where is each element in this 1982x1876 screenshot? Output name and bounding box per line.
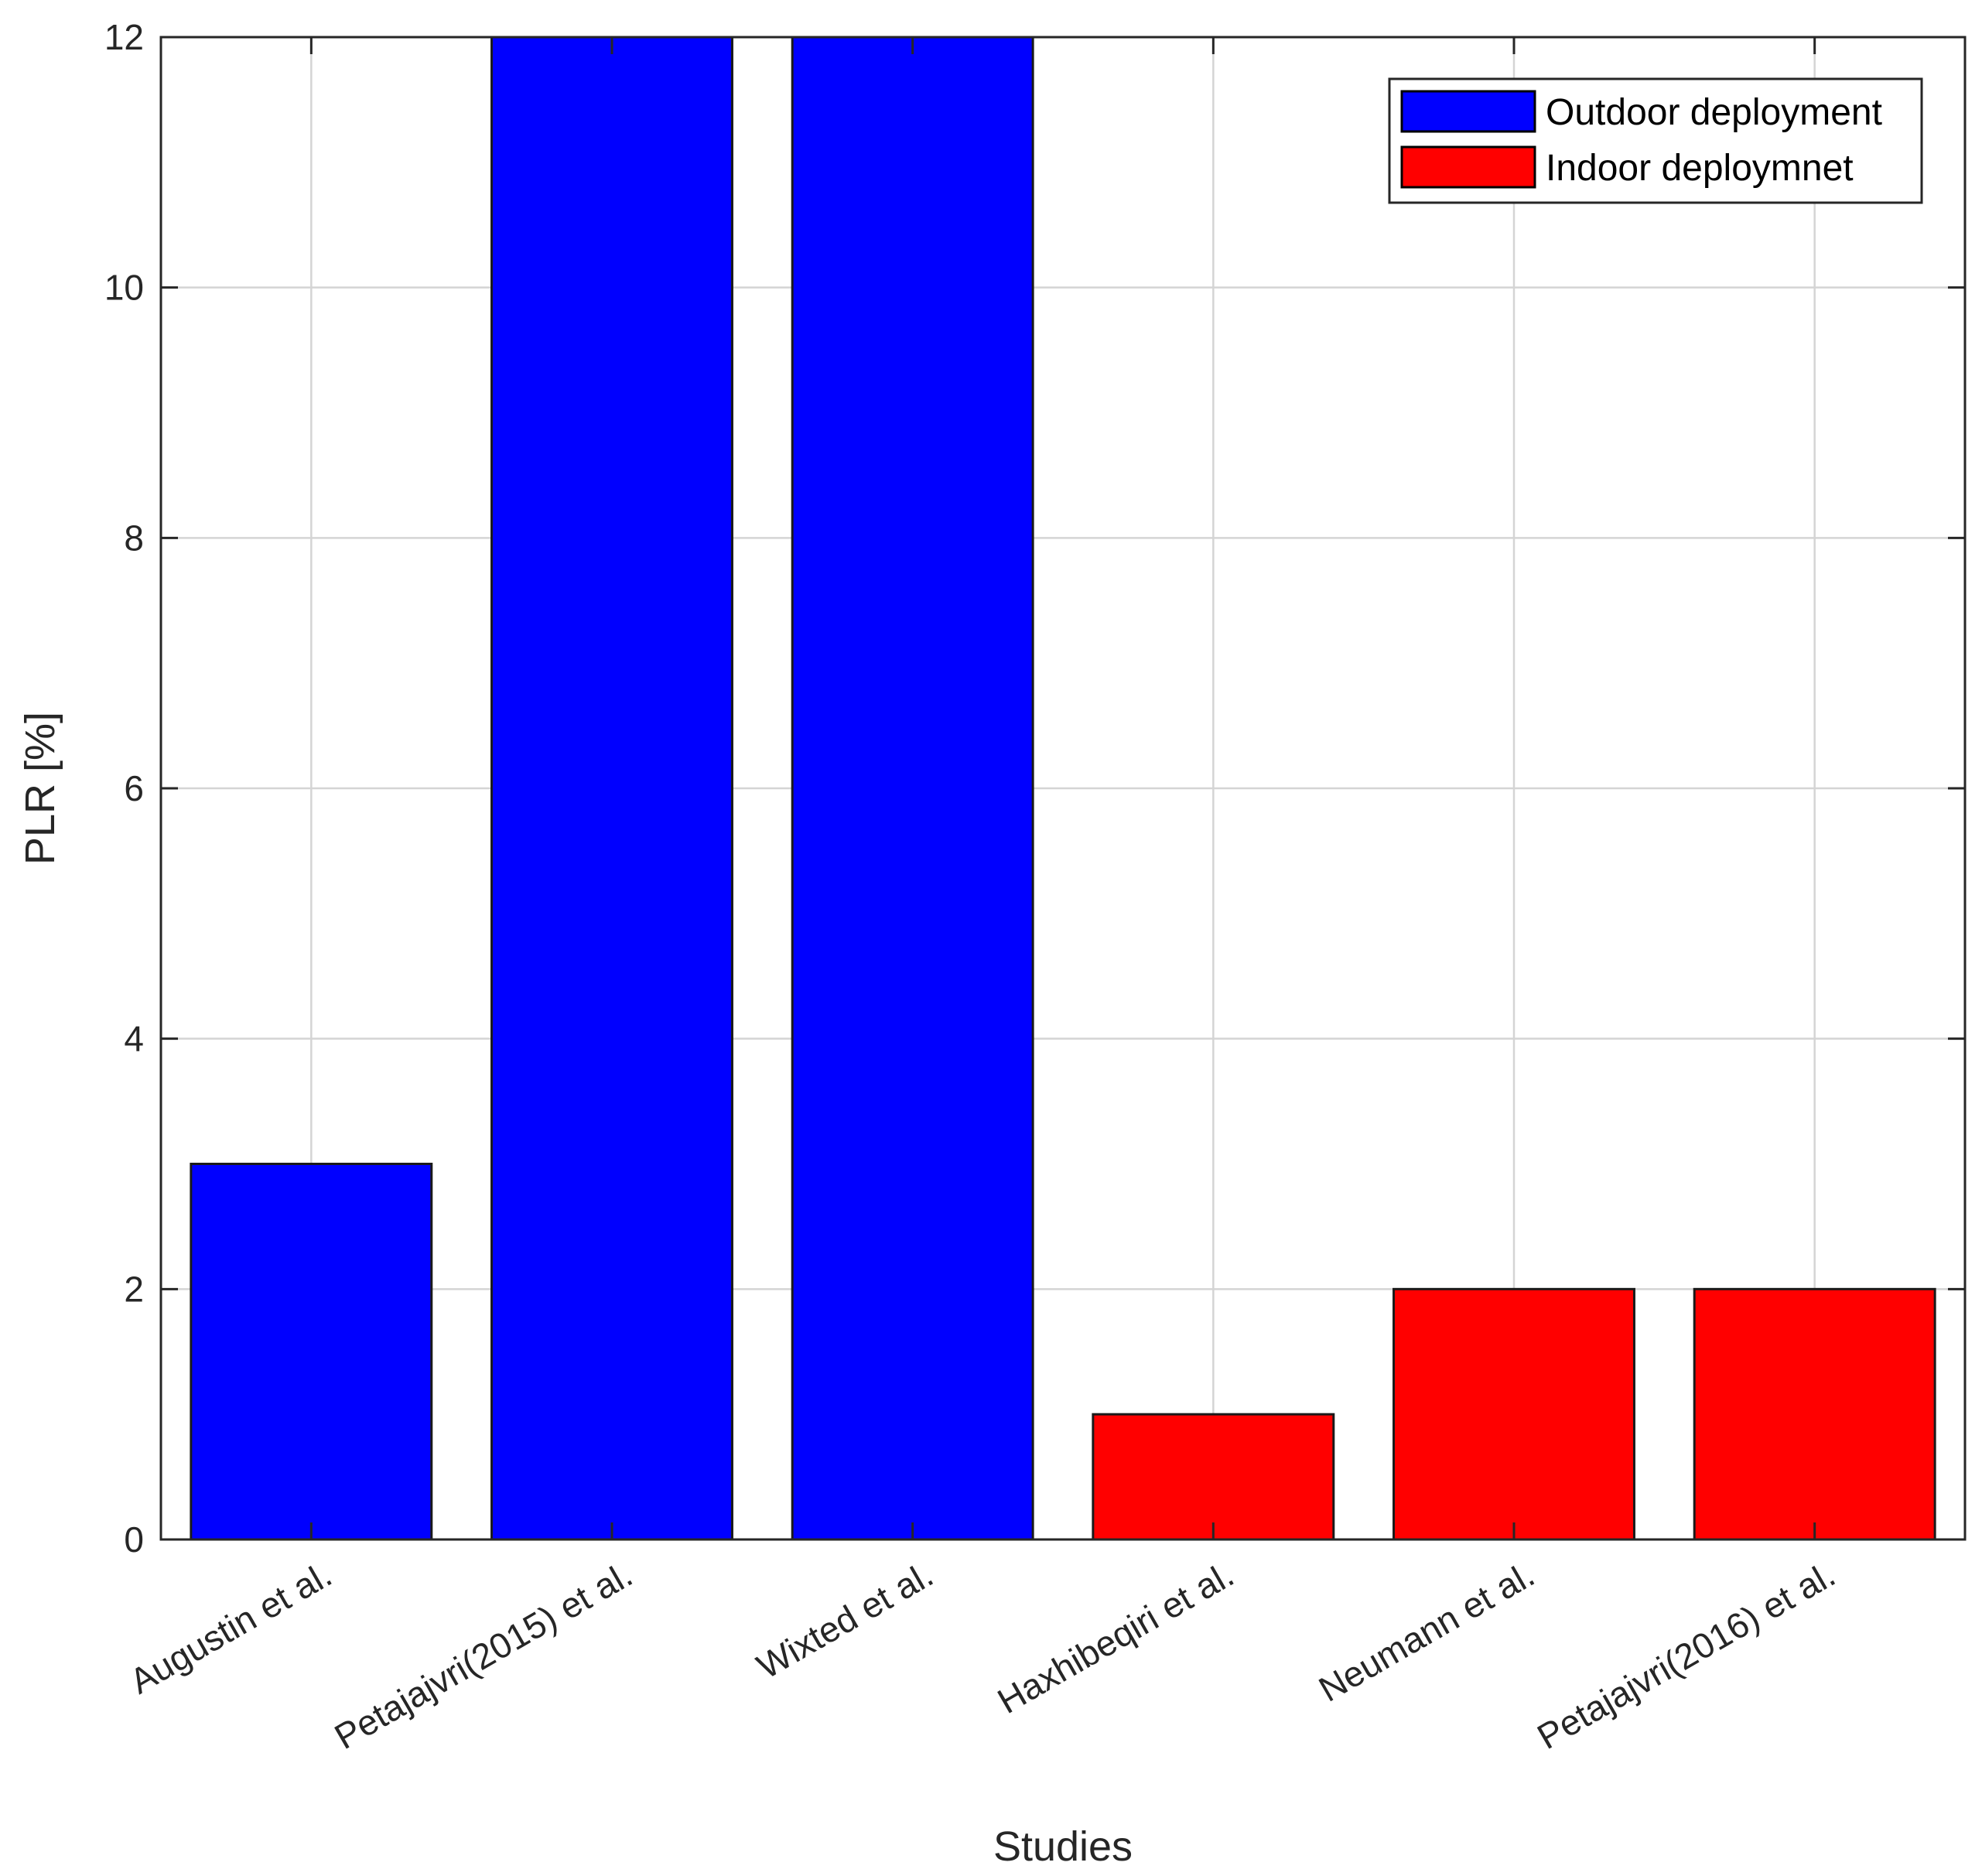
y-tick-label: 4 [124,1019,144,1059]
y-tick-label: 2 [124,1269,144,1309]
legend: Outdoor deployment Indoor deploymnet [1388,77,1923,204]
bar-1 [490,36,733,1541]
y-tick-label: 10 [104,268,144,308]
bars [190,36,1936,1541]
bar-3 [1092,1413,1335,1541]
legend-swatch-outdoor [1400,90,1536,133]
bar-2 [791,36,1034,1541]
legend-label-indoor: Indoor deploymnet [1546,148,1854,189]
ticks [161,36,1965,1541]
bar-4 [1393,1287,1635,1541]
y-axis-title: PLR [%] [17,712,63,865]
bar-0 [190,1163,433,1541]
y-tick-label: 0 [124,1519,144,1560]
bar-5 [1693,1287,1936,1541]
y-tick-label: 6 [124,768,144,808]
y-tick-label: 12 [104,17,144,57]
legend-label-outdoor: Outdoor deployment [1546,92,1882,133]
x-axis-title: Studies [993,1823,1133,1870]
y-tick-label: 8 [124,518,144,558]
legend-swatch-indoor [1400,145,1536,189]
y-tick-labels: 0 2 4 6 8 10 12 [104,17,144,1560]
